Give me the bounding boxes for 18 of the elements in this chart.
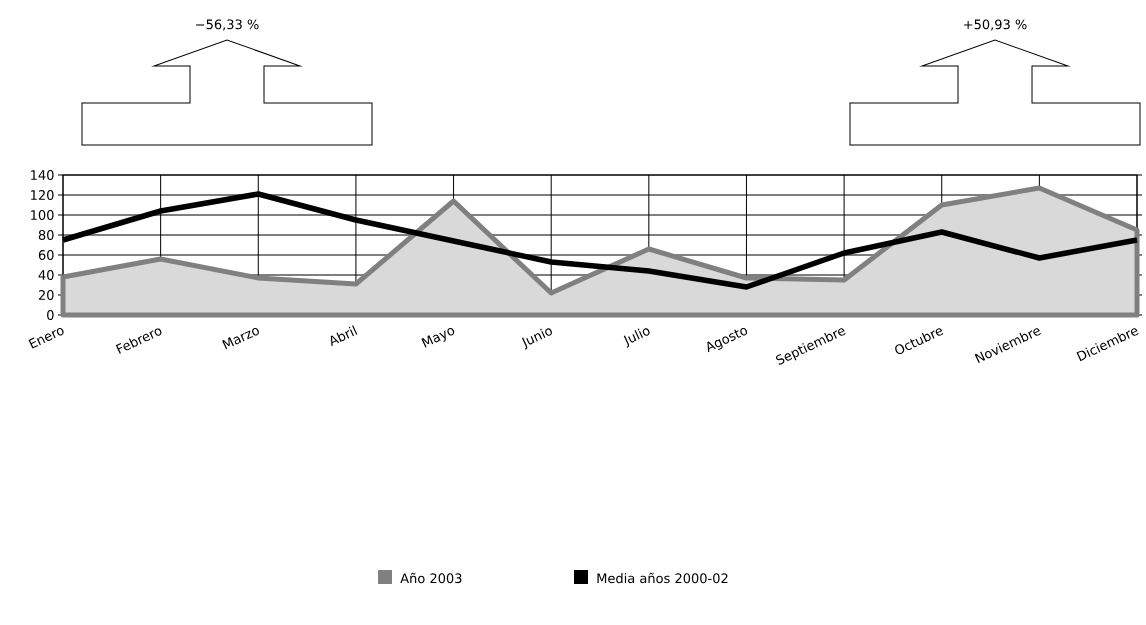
text: +50,93 % (964, 19, 1027, 31)
y-tick-label: 80 (38, 230, 54, 240)
y-tick-label: 60 (38, 250, 54, 260)
y-tick-label: 40 (38, 270, 54, 280)
y-tick-label: 120 (31, 190, 54, 200)
y-tick-label: 20 (38, 290, 54, 300)
text: −56,33 % (196, 19, 259, 31)
x-tick-label: Marzo (222, 328, 259, 350)
legend-label: Media años 2000-02 (597, 572, 728, 584)
x-tick-label: Mayo (421, 328, 455, 348)
x-tick-label: Abril (330, 325, 358, 347)
x-tick-label: Junio (521, 328, 553, 350)
legend-label: Año 2003 (400, 572, 462, 584)
x-tick-label: Julio (623, 328, 650, 348)
y-tick-label: 140 (31, 170, 54, 180)
x-tick-label: Enero (28, 328, 64, 349)
y-tick-label: 100 (31, 210, 54, 220)
y-tick-label: 0 (47, 310, 54, 320)
